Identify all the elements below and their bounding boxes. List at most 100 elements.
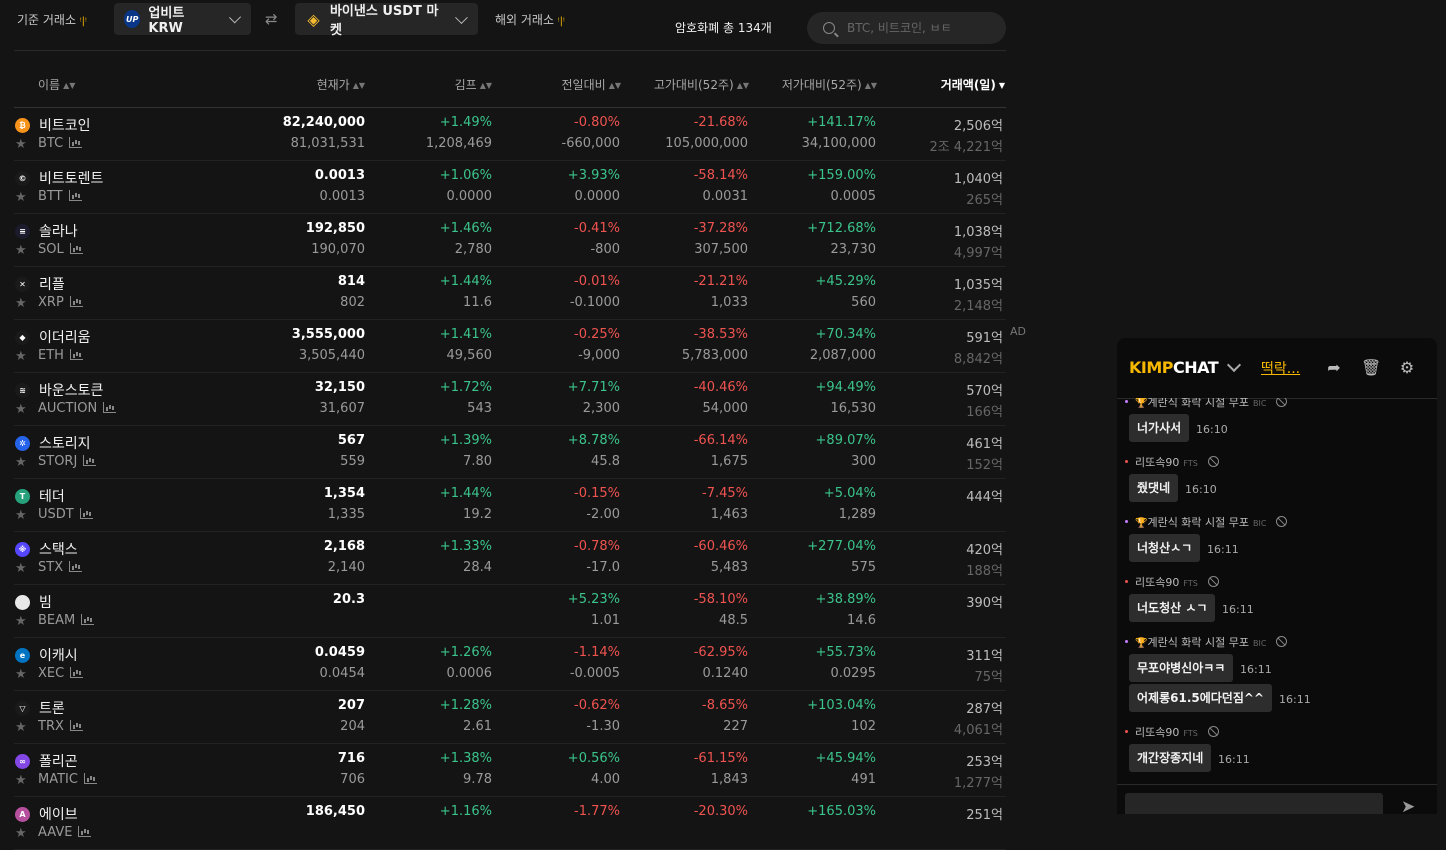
chart-icon[interactable] (78, 826, 92, 837)
chart-icon[interactable] (69, 296, 83, 307)
low-percent: +70.34% (815, 327, 876, 342)
chart-icon[interactable] (69, 349, 83, 360)
coin-name[interactable]: 스토리지 (39, 436, 91, 452)
coin-name[interactable]: 바운스토큰 (39, 383, 104, 399)
star-icon[interactable]: ★ (15, 561, 27, 576)
table-row[interactable]: 빔 ★ BEAM 20.3 +5.23% 1.01 -58.10% 48.5 +… (14, 585, 1006, 638)
block-icon[interactable] (1276, 636, 1288, 647)
block-icon[interactable] (1207, 456, 1219, 467)
change-percent: +8.78% (567, 433, 620, 448)
header-name[interactable]: 이름 ▲▼ (38, 78, 76, 92)
low-value: 34,100,000 (801, 136, 876, 151)
chart-icon[interactable] (69, 720, 83, 731)
chart-icon[interactable] (68, 190, 82, 201)
chat-input[interactable] (1125, 793, 1383, 814)
low-value: 560 (851, 295, 876, 310)
price: 567 (337, 433, 365, 448)
trash-icon[interactable]: 🗑 (1361, 358, 1382, 377)
coin-name[interactable]: 리플 (39, 277, 65, 293)
chevron-down-icon (228, 10, 241, 24)
star-icon[interactable]: ★ (15, 190, 27, 205)
coin-name[interactable]: 스택스 (39, 542, 78, 558)
chart-icon[interactable] (69, 561, 83, 572)
block-icon[interactable] (1207, 576, 1219, 587)
low-percent: +5.04% (823, 486, 876, 501)
divider (14, 50, 1006, 51)
table-row[interactable]: ≋ 바운스토큰 ★ AUCTION 32,150 31,607 +1.72% 5… (14, 373, 1006, 426)
chart-icon[interactable] (69, 243, 83, 254)
coin-name[interactable]: 비트코인 (39, 118, 91, 134)
header-kimp[interactable]: 김프 ▲▼ (454, 78, 492, 92)
table-row[interactable]: ▽ 트론 ★ TRX 207 204 +1.28% 2.61 -0.62% -1… (14, 691, 1006, 744)
chart-icon[interactable] (83, 455, 97, 466)
change-percent: -0.25% (574, 327, 620, 342)
chat-username[interactable]: 🏆계란식 화락 시절 무포 BIC (1125, 514, 1288, 530)
table-row[interactable]: T 테더 ★ USDT 1,354 1,335 +1.44% 19.2 -0.1… (14, 479, 1006, 532)
star-icon[interactable]: ★ (15, 826, 27, 841)
change-value: 1.01 (591, 613, 620, 628)
header-price[interactable]: 현재가 ▲▼ (316, 78, 365, 92)
star-icon[interactable]: ★ (15, 402, 27, 417)
header-change[interactable]: 전일대비 ▲▼ (561, 78, 621, 92)
volume: 1,038억 (953, 225, 1003, 240)
compare-exchange-select[interactable]: ◈ 바이낸스 USDT 마켓 (295, 3, 478, 38)
header-high[interactable]: 고가대비(52주) ▲▼ (653, 78, 749, 92)
coin-name[interactable]: 테더 (39, 489, 65, 505)
low-percent: +277.04% (807, 539, 876, 554)
table-row[interactable]: ≡ 솔라나 ★ SOL 192,850 190,070 +1.46% 2,780… (14, 214, 1006, 267)
star-icon[interactable]: ★ (15, 720, 27, 735)
coin-name[interactable]: 비트토렌트 (39, 171, 104, 187)
block-icon[interactable] (1276, 398, 1288, 407)
star-icon[interactable]: ★ (15, 667, 27, 682)
coin-name[interactable]: 이캐시 (39, 648, 78, 664)
coin-name[interactable]: 솔라나 (39, 224, 78, 240)
star-icon[interactable]: ★ (15, 455, 27, 470)
star-icon[interactable]: ★ (15, 508, 27, 523)
block-icon[interactable] (1276, 516, 1288, 527)
chart-icon[interactable] (69, 137, 83, 148)
table-row[interactable]: © 비트토렌트 ★ BTT 0.0013 0.0013 +1.06% 0.000… (14, 161, 1006, 214)
swap-icon[interactable]: ⇄ (265, 10, 278, 28)
coin-name[interactable]: 빔 (39, 595, 52, 611)
gear-icon[interactable]: ⚙ (1399, 358, 1415, 377)
coin-name[interactable]: 폴리곤 (39, 754, 78, 770)
coin-name[interactable]: 에이브 (39, 807, 78, 823)
star-icon[interactable]: ★ (15, 243, 27, 258)
table-row[interactable]: e 이캐시 ★ XEC 0.0459 0.0454 +1.26% 0.0006 … (14, 638, 1006, 691)
chart-icon[interactable] (103, 402, 117, 413)
block-icon[interactable] (1207, 726, 1219, 737)
chat-username[interactable]: 리또속90 FTS (1125, 574, 1219, 590)
chat-username[interactable]: 🏆계란식 화락 시절 무포 BIC (1125, 634, 1288, 650)
chart-icon[interactable] (70, 667, 84, 678)
star-icon[interactable]: ★ (15, 296, 27, 311)
table-row[interactable]: ◆ 이더리움 ★ ETH 3,555,000 3,505,440 +1.41% … (14, 320, 1006, 373)
chat-username[interactable]: 🏆계란식 화락 시절 무포 BIC (1125, 398, 1288, 410)
chart-icon[interactable] (83, 773, 97, 784)
table-row[interactable]: ₿ 비트코인 ★ BTC 82,240,000 81,031,531 +1.49… (14, 108, 1006, 161)
chart-icon[interactable] (79, 508, 93, 519)
star-icon[interactable]: ★ (15, 349, 27, 364)
table-row[interactable]: ✕ 리플 ★ XRP 814 802 +1.44% 11.6 -0.01% -0… (14, 267, 1006, 320)
base-exchange-select[interactable]: UP 업비트 KRW (114, 3, 251, 36)
low-percent: +712.68% (807, 221, 876, 236)
share-icon[interactable]: ➦ (1327, 358, 1341, 377)
header-low[interactable]: 저가대비(52주) ▲▼ (781, 78, 877, 92)
chart-icon[interactable] (81, 614, 95, 625)
chat-username[interactable]: 리또속90 FTS (1125, 454, 1219, 470)
chevron-down-icon[interactable] (1226, 357, 1242, 373)
coin-name[interactable]: 트론 (39, 701, 65, 717)
star-icon[interactable]: ★ (15, 773, 27, 788)
star-icon[interactable]: ★ (15, 137, 27, 152)
search-box[interactable] (807, 12, 1006, 44)
star-icon[interactable]: ★ (15, 614, 27, 629)
coin-name[interactable]: 이더리움 (39, 330, 91, 346)
table-row[interactable]: A 에이브 ★ AAVE 186,450 +1.16% -1.77% -20.3… (14, 797, 1006, 850)
table-row[interactable]: ※ 스택스 ★ STX 2,168 2,140 +1.33% 28.4 -0.7… (14, 532, 1006, 585)
chat-room-link[interactable]: 떡락... (1261, 361, 1301, 377)
chat-username[interactable]: 리또속90 FTS (1125, 724, 1219, 740)
send-icon[interactable]: ➤ (1401, 797, 1416, 814)
table-row[interactable]: ∞ 폴리곤 ★ MATIC 716 706 +1.38% 9.78 +0.56%… (14, 744, 1006, 797)
header-volume[interactable]: 거래액(일) ▼ (940, 78, 1005, 92)
table-row[interactable]: ✲ 스토리지 ★ STORJ 567 559 +1.39% 7.80 +8.78… (14, 426, 1006, 479)
search-input[interactable] (845, 20, 999, 36)
